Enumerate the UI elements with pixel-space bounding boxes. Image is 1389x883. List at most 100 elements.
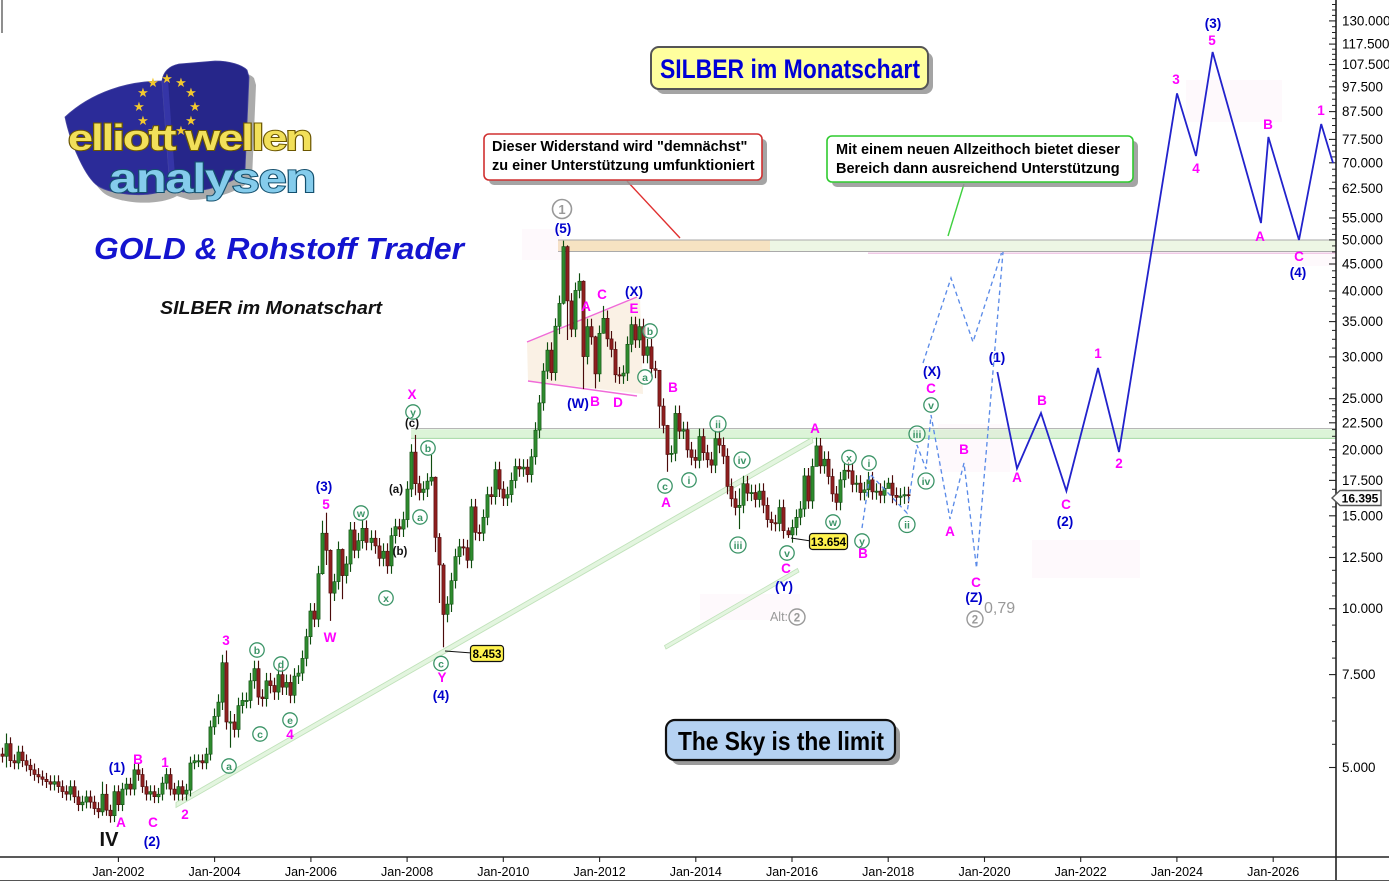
svg-text:Y: Y [437, 670, 446, 685]
svg-text:A: A [945, 524, 955, 539]
svg-text:A: A [1012, 470, 1022, 485]
svg-text:A: A [661, 495, 671, 510]
svg-text:X: X [407, 387, 416, 402]
svg-text:x: x [846, 452, 852, 464]
svg-text:30.000: 30.000 [1342, 349, 1383, 364]
svg-text:w: w [356, 508, 366, 520]
svg-text:45.000: 45.000 [1342, 257, 1383, 272]
svg-text:B: B [959, 442, 969, 457]
svg-text:b: b [425, 443, 431, 455]
svg-text:Jan-2020: Jan-2020 [958, 865, 1010, 879]
svg-text:C: C [597, 287, 607, 302]
svg-text:77.500: 77.500 [1342, 132, 1383, 147]
svg-text:(W): (W) [567, 396, 589, 411]
svg-text:20.000: 20.000 [1342, 442, 1383, 457]
svg-text:Mit einem neuen Allzeithoch bi: Mit einem neuen Allzeithoch bietet diese… [836, 142, 1120, 158]
svg-text:87.500: 87.500 [1342, 104, 1383, 119]
svg-text:(4): (4) [433, 688, 450, 703]
svg-text:★: ★ [133, 99, 145, 114]
svg-text:b: b [254, 645, 260, 657]
svg-text:1: 1 [161, 755, 169, 770]
svg-text:0,79: 0,79 [984, 600, 1015, 617]
svg-text:10.000: 10.000 [1342, 601, 1383, 616]
svg-text:(c): (c) [405, 418, 419, 430]
svg-text:Jan-2004: Jan-2004 [189, 865, 241, 879]
svg-text:15.000: 15.000 [1342, 508, 1383, 523]
svg-text:5: 5 [322, 497, 330, 512]
svg-text:7.500: 7.500 [1342, 667, 1376, 682]
svg-text:w: w [828, 517, 838, 529]
svg-text:3: 3 [1172, 72, 1180, 87]
svg-text:Alt:: Alt: [770, 610, 788, 624]
svg-text:y: y [859, 536, 865, 548]
svg-text:★: ★ [161, 127, 173, 142]
svg-text:12.500: 12.500 [1342, 550, 1383, 565]
svg-text:C: C [926, 381, 936, 396]
svg-text:(Y): (Y) [775, 579, 793, 594]
svg-text:Jan-2024: Jan-2024 [1151, 865, 1203, 879]
svg-text:GOLD & Rohstoff Trader: GOLD & Rohstoff Trader [94, 231, 466, 266]
svg-text:35.000: 35.000 [1342, 314, 1383, 329]
svg-text:Jan-2022: Jan-2022 [1055, 865, 1107, 879]
svg-text:★: ★ [137, 85, 149, 100]
svg-text:★: ★ [161, 71, 173, 86]
svg-text:y: y [410, 407, 416, 419]
svg-text:130.000: 130.000 [1342, 13, 1389, 28]
svg-text:A: A [810, 421, 820, 436]
svg-text:1: 1 [1094, 346, 1102, 361]
svg-text:2: 2 [1115, 456, 1123, 471]
svg-text:2: 2 [972, 615, 978, 627]
svg-text:The Sky is the limit: The Sky is the limit [678, 726, 884, 756]
svg-text:B: B [1037, 393, 1047, 408]
svg-text:50.000: 50.000 [1342, 232, 1383, 247]
svg-text:B: B [590, 394, 600, 409]
svg-text:a: a [417, 512, 423, 524]
svg-text:a: a [642, 372, 648, 384]
svg-text:Jan-2014: Jan-2014 [670, 865, 722, 879]
svg-text:c: c [438, 658, 444, 670]
svg-text:70.000: 70.000 [1342, 155, 1383, 170]
svg-text:(2): (2) [1057, 514, 1074, 529]
svg-text:B: B [133, 752, 143, 767]
svg-text:(X): (X) [625, 284, 643, 299]
svg-text:(1): (1) [109, 760, 126, 775]
svg-text:C: C [781, 561, 791, 576]
svg-text:8.453: 8.453 [473, 649, 502, 661]
svg-text:i: i [868, 458, 871, 470]
svg-text:5: 5 [1208, 33, 1216, 48]
svg-text:4: 4 [1192, 161, 1200, 176]
svg-text:SILBER im Monatschart: SILBER im Monatschart [160, 298, 383, 318]
svg-text:★: ★ [185, 113, 197, 128]
svg-text:B: B [668, 380, 678, 395]
svg-text:55.000: 55.000 [1342, 211, 1383, 226]
svg-text:(4): (4) [1290, 265, 1307, 280]
svg-text:2: 2 [794, 613, 800, 625]
svg-text:v: v [928, 400, 934, 412]
svg-text:(Z): (Z) [965, 590, 982, 605]
svg-text:(b): (b) [393, 546, 408, 558]
svg-text:v: v [784, 548, 790, 560]
svg-text:iii: iii [734, 540, 743, 552]
svg-text:1: 1 [558, 202, 565, 217]
svg-text:c: c [257, 729, 263, 741]
svg-text:B: B [858, 546, 868, 561]
svg-text:Jan-2008: Jan-2008 [381, 865, 433, 879]
svg-text:e: e [287, 715, 293, 727]
svg-text:d: d [278, 659, 284, 671]
svg-text:17.500: 17.500 [1342, 473, 1383, 488]
svg-text:★: ★ [185, 85, 197, 100]
svg-text:4: 4 [286, 727, 294, 742]
svg-text:Jan-2006: Jan-2006 [285, 865, 337, 879]
svg-text:Bereich dann ausreichend Unter: Bereich dann ausreichend Unterstützung [836, 161, 1120, 177]
svg-text:b: b [647, 326, 653, 338]
svg-text:(1): (1) [989, 350, 1006, 365]
svg-text:16.395: 16.395 [1342, 492, 1379, 506]
svg-text:iii: iii [913, 429, 922, 441]
svg-text:★: ★ [147, 75, 159, 90]
svg-text:★: ★ [175, 75, 187, 90]
svg-text:a: a [226, 761, 232, 773]
svg-text:3: 3 [222, 633, 230, 648]
svg-text:Jan-2012: Jan-2012 [574, 865, 626, 879]
svg-text:B: B [1263, 117, 1273, 132]
svg-text:2: 2 [181, 807, 189, 822]
